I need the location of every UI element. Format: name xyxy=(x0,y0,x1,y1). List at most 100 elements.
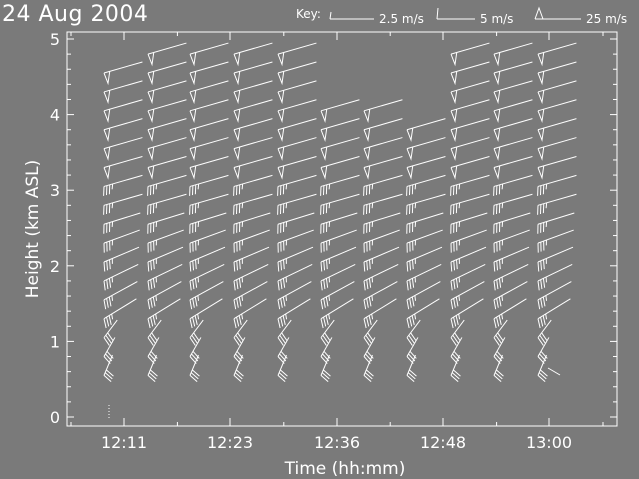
wind-barb xyxy=(103,193,143,215)
barb-shaft xyxy=(277,42,317,55)
x-tick-label: 12:23 xyxy=(207,433,253,452)
barb-feather xyxy=(493,299,497,310)
barb-pennant xyxy=(537,52,545,67)
wind-barb xyxy=(363,137,403,161)
barb-feather xyxy=(455,278,459,288)
wind-barb xyxy=(147,281,182,310)
barb-pennant xyxy=(189,127,197,142)
barb-feather xyxy=(322,369,331,377)
key-label: Key: xyxy=(296,7,321,21)
wind-barb xyxy=(320,137,360,161)
barb-shaft xyxy=(103,193,143,206)
barb-feather xyxy=(234,372,243,380)
barb-shaft xyxy=(450,319,465,338)
barb-shaft xyxy=(103,212,141,225)
wind-barb xyxy=(450,298,484,329)
barb-shaft xyxy=(363,155,403,169)
barb-shaft xyxy=(406,174,446,187)
wind-barb xyxy=(363,99,403,124)
wind-barb xyxy=(103,80,143,105)
barb-feather xyxy=(408,334,415,344)
wind-barb xyxy=(450,319,465,346)
barb-feather xyxy=(368,278,372,288)
barb-shaft xyxy=(537,354,547,376)
barb-feather xyxy=(325,296,329,307)
barb-shaft xyxy=(493,193,533,206)
barb-feather xyxy=(233,261,236,272)
wind-barb xyxy=(537,61,577,86)
barb-pennant xyxy=(103,71,111,86)
barb-feather xyxy=(322,353,330,362)
barb-feather xyxy=(450,337,457,346)
barb-shaft xyxy=(537,319,552,338)
barb-feather xyxy=(363,299,367,310)
barb-shaft xyxy=(450,155,490,169)
barb-feather xyxy=(363,280,366,291)
barb-shaft xyxy=(406,354,416,376)
wind-barb xyxy=(493,99,533,124)
wind-barb xyxy=(147,174,187,196)
barb-feather xyxy=(496,260,499,271)
barb-shaft xyxy=(493,42,533,55)
key-entry-label: 5 m/s xyxy=(480,12,513,26)
wind-barb xyxy=(537,212,575,234)
barb-shaft xyxy=(233,174,273,187)
barb-feather xyxy=(539,369,548,377)
barb-half-feather xyxy=(371,202,374,209)
barb-feather xyxy=(149,369,158,377)
barb-shaft xyxy=(363,137,403,150)
barb-half-feather xyxy=(111,313,114,320)
barb-shaft xyxy=(406,263,442,282)
wind-barb xyxy=(450,99,490,124)
wind-barb xyxy=(277,298,311,329)
wind-barb xyxy=(103,155,143,180)
barb-feather xyxy=(406,261,409,272)
barb-pennant xyxy=(103,109,111,124)
barb-feather xyxy=(537,356,545,364)
barb-feather xyxy=(151,332,158,341)
barb-feather xyxy=(541,332,548,341)
wind-barb xyxy=(450,61,490,86)
barb-feather xyxy=(412,259,414,270)
barb-shaft xyxy=(406,193,446,206)
barb-shaft xyxy=(189,354,199,376)
barb-half-feather xyxy=(197,183,200,190)
barb-feather xyxy=(149,334,156,344)
axes-group: 0 1 2 3 4 5 12:11 12:23 12:36 12:48 13:00 xyxy=(50,30,618,452)
barb-shaft xyxy=(233,246,270,263)
barb-half-feather xyxy=(285,313,288,320)
barb-shaft xyxy=(406,155,446,169)
barb-shaft xyxy=(277,319,292,338)
barb-half-feather xyxy=(414,183,417,190)
barb-shaft xyxy=(450,193,490,206)
barb-feather xyxy=(452,353,460,362)
wind-barb xyxy=(450,337,463,364)
wind-barb xyxy=(233,99,273,124)
barb-pennant xyxy=(233,127,241,142)
barb-shaft xyxy=(189,281,224,301)
wind-barb xyxy=(363,174,403,196)
wind-barb xyxy=(406,212,444,234)
wind-barb xyxy=(320,193,360,215)
barb-feather xyxy=(280,298,283,308)
wind-barb xyxy=(320,337,333,364)
barb-pennant xyxy=(147,52,155,67)
wind-barb xyxy=(493,42,533,67)
barb-shaft xyxy=(450,298,484,320)
barb-half-feather xyxy=(545,183,548,190)
barb-pennant xyxy=(363,165,371,180)
barb-shaft xyxy=(493,118,533,131)
barb-feather xyxy=(238,278,242,288)
barb-feather xyxy=(104,372,113,380)
barb-shaft xyxy=(450,118,490,131)
barb-shaft xyxy=(406,319,421,338)
barb-feather xyxy=(320,299,324,310)
wind-barb xyxy=(189,42,229,67)
wind-barb xyxy=(363,155,403,180)
barb-feather xyxy=(320,318,324,329)
barb-feather xyxy=(147,280,150,291)
wind-barb xyxy=(320,246,357,272)
wind-barb xyxy=(189,298,223,329)
barb-feather xyxy=(280,350,288,359)
barb-feather xyxy=(406,356,414,364)
